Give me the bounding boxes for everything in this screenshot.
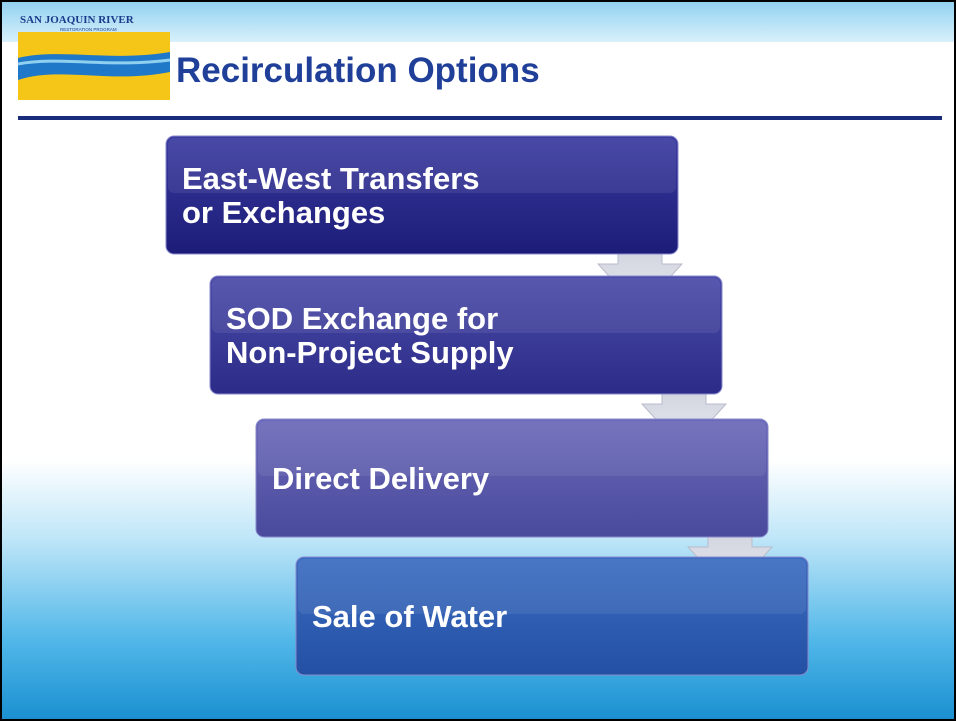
step-label: Direct Delivery [272,461,490,496]
step: Direct Delivery [255,418,769,538]
logo-wave [17,58,171,66]
step-box [295,556,809,676]
step-shine [168,138,676,193]
step-box [165,135,679,255]
step-shine [258,421,766,476]
step-box [209,275,723,395]
step-label: SOD Exchange for [226,301,498,336]
step: Sale of Water [295,556,809,676]
step-label: Non-Project Supply [226,335,514,370]
step-box [255,418,769,538]
logo-name: SAN JOAQUIN RIVER [20,14,135,26]
step-label: or Exchanges [182,195,385,230]
title-rule [18,116,942,120]
slide-title: Recirculation Options [176,51,540,90]
logo-river [18,52,170,80]
step-shine [212,278,720,333]
step-shine [298,559,806,614]
logo-program: RESTORATION PROGRAM [60,27,117,32]
step-label: Sale of Water [312,599,507,634]
logo: SAN JOAQUIN RIVER RESTORATION PROGRAM [17,14,171,100]
step-label: East-West Transfers [182,161,480,196]
